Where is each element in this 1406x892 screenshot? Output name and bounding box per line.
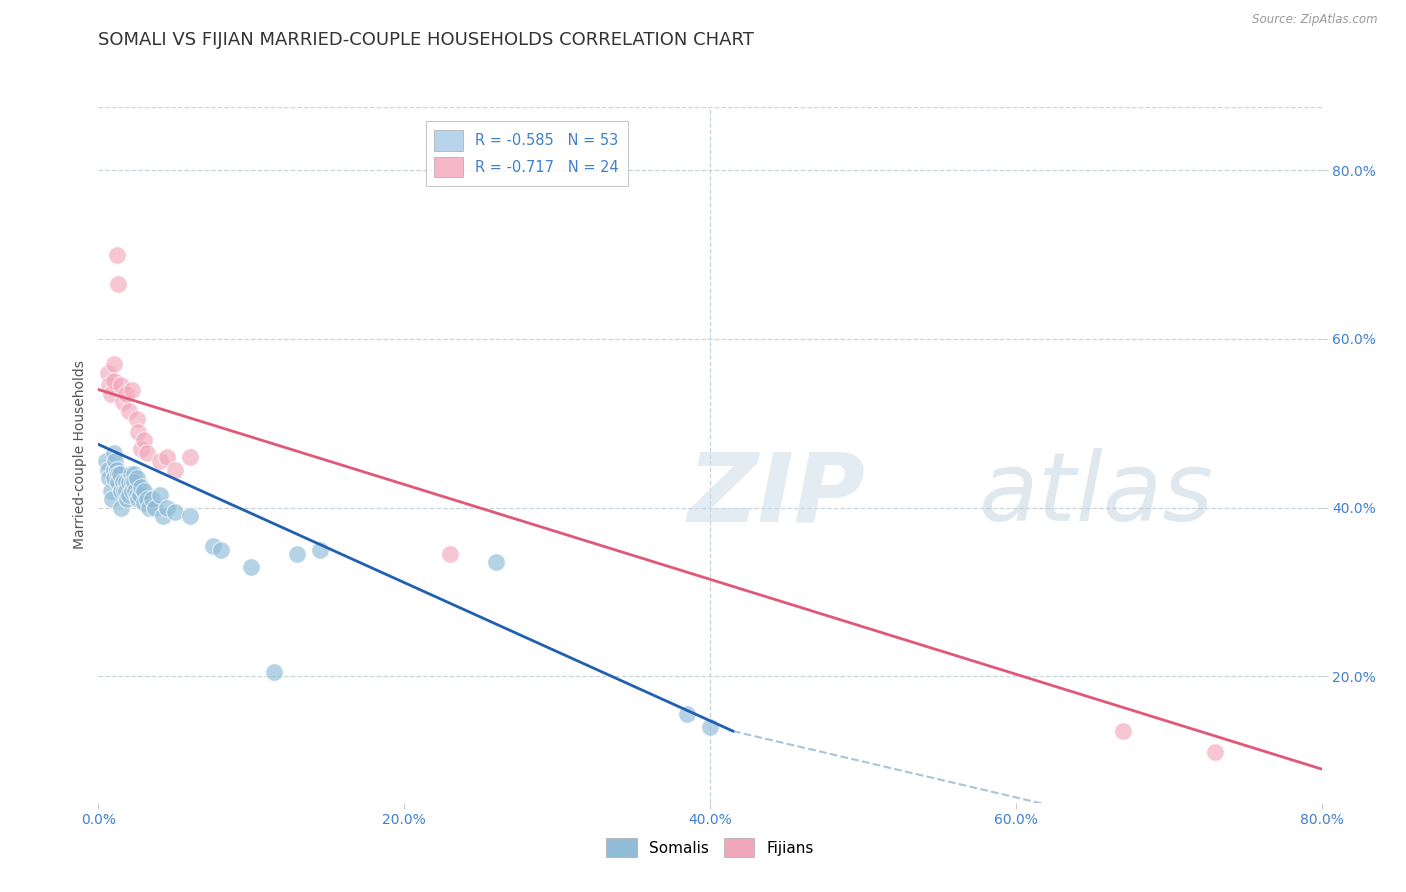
Point — [100, 386, 122, 401]
Point — [110, 500, 132, 515]
Point — [129, 479, 152, 493]
Point — [156, 450, 179, 464]
Point — [103, 471, 125, 485]
Point — [125, 471, 148, 485]
Point — [152, 509, 174, 524]
Point — [117, 492, 139, 507]
Point — [163, 463, 186, 477]
Point — [107, 277, 129, 292]
Legend: Somalis, Fijians: Somalis, Fijians — [599, 830, 821, 864]
Point — [163, 505, 186, 519]
Point — [121, 483, 143, 498]
Point — [100, 483, 122, 498]
Point — [104, 454, 127, 468]
Point — [676, 707, 699, 722]
Point — [97, 463, 120, 477]
Point — [309, 542, 332, 557]
Point — [118, 403, 141, 417]
Point — [439, 547, 461, 561]
Point — [141, 492, 163, 507]
Point — [103, 446, 125, 460]
Point — [128, 488, 150, 502]
Point — [115, 475, 138, 490]
Text: Source: ZipAtlas.com: Source: ZipAtlas.com — [1253, 13, 1378, 27]
Point — [136, 492, 159, 507]
Point — [134, 483, 156, 498]
Y-axis label: Married-couple Households: Married-couple Households — [73, 360, 87, 549]
Point — [107, 475, 129, 490]
Point — [103, 463, 125, 477]
Point — [138, 500, 160, 515]
Point — [1204, 745, 1226, 759]
Point — [103, 374, 125, 388]
Point — [485, 556, 508, 570]
Point — [101, 492, 124, 507]
Point — [105, 247, 128, 261]
Point — [115, 386, 138, 401]
Point — [105, 463, 128, 477]
Point — [209, 542, 232, 557]
Point — [179, 450, 201, 464]
Point — [699, 720, 721, 734]
Point — [121, 383, 143, 397]
Point — [156, 500, 179, 515]
Point — [127, 425, 149, 439]
Point — [202, 539, 225, 553]
Text: SOMALI VS FIJIAN MARRIED-COUPLE HOUSEHOLDS CORRELATION CHART: SOMALI VS FIJIAN MARRIED-COUPLE HOUSEHOL… — [98, 31, 754, 49]
Point — [98, 471, 121, 485]
Point — [134, 433, 156, 447]
Point — [121, 475, 143, 490]
Point — [111, 395, 134, 409]
Point — [179, 509, 201, 524]
Point — [124, 483, 146, 498]
Point — [98, 378, 121, 392]
Point — [134, 496, 156, 510]
Point — [136, 446, 159, 460]
Point — [122, 475, 145, 490]
Point — [127, 492, 149, 507]
Text: ZIP: ZIP — [688, 449, 865, 541]
Point — [1112, 724, 1135, 739]
Point — [122, 467, 145, 481]
Point — [110, 378, 132, 392]
Point — [240, 559, 263, 574]
Point — [120, 467, 142, 481]
Point — [115, 483, 138, 498]
Point — [263, 665, 285, 679]
Point — [108, 467, 131, 481]
Point — [129, 442, 152, 456]
Point — [97, 366, 120, 380]
Point — [125, 412, 148, 426]
Point — [118, 475, 141, 490]
Point — [107, 467, 129, 481]
Point — [125, 488, 148, 502]
Point — [149, 488, 172, 502]
Point — [103, 357, 125, 371]
Point — [149, 454, 172, 468]
Point — [285, 547, 308, 561]
Point — [111, 475, 134, 490]
Point — [94, 454, 117, 468]
Point — [118, 488, 141, 502]
Point — [112, 483, 135, 498]
Point — [110, 483, 132, 498]
Text: atlas: atlas — [977, 449, 1212, 541]
Point — [143, 500, 166, 515]
